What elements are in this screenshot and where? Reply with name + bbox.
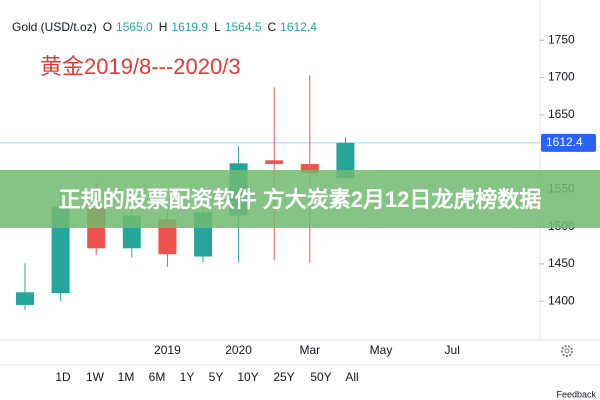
gear — [561, 345, 573, 357]
candle-body — [336, 142, 355, 179]
candle-body — [300, 164, 319, 173]
y-tick-label: 1700 — [548, 70, 575, 84]
annotation: 黄金2019/8---2020/3 — [40, 54, 241, 79]
x-tick-label: 2020 — [225, 343, 252, 357]
summary-key: O — [103, 20, 112, 34]
overlay-text: 正规的股票配资软件 方大炭素2月12日龙虎榜数据 — [59, 187, 542, 212]
summary-key: L — [214, 20, 221, 34]
y-tick-label: 1750 — [548, 32, 575, 46]
range-button[interactable]: 1M — [118, 370, 135, 384]
range-button[interactable]: 1D — [55, 370, 71, 384]
range-button[interactable]: 6M — [149, 370, 166, 384]
x-tick-label: Jul — [445, 343, 460, 357]
y-tick-label: 1450 — [548, 256, 575, 270]
chart-title: Gold (USD/t.oz) — [12, 20, 97, 34]
summary-value: 1612.4 — [280, 20, 317, 34]
range-button[interactable]: 1Y — [180, 370, 195, 384]
summary-key: H — [159, 20, 168, 34]
summary-value: 1565.0 — [116, 20, 153, 34]
y-tick-label: 1650 — [548, 107, 575, 121]
candle-body — [51, 206, 70, 294]
x-tick-label: Mar — [299, 343, 320, 357]
range-button[interactable]: 5Y — [209, 370, 224, 384]
y-tick-label: 1400 — [548, 293, 575, 307]
summary-value: 1564.5 — [225, 20, 262, 34]
last-price-label: 1612.4 — [546, 135, 583, 149]
candle-body — [16, 292, 34, 305]
summary-value: 1619.9 — [171, 20, 208, 34]
range-button[interactable]: 50Y — [310, 370, 331, 384]
overlay-banner — [0, 170, 600, 228]
settings-icon[interactable] — [561, 345, 573, 357]
x-tick-label: May — [370, 343, 393, 357]
x-tick-label: 2019 — [154, 343, 181, 357]
summary-key: C — [268, 20, 277, 34]
feedback[interactable]: Feedback — [556, 389, 596, 399]
candle-body — [265, 160, 284, 165]
range-button[interactable]: All — [345, 370, 358, 384]
range-button[interactable]: 1W — [86, 370, 105, 384]
range-button[interactable]: 25Y — [273, 370, 294, 384]
last-price-box — [541, 133, 596, 152]
range-button[interactable]: 10Y — [237, 370, 258, 384]
gear-hub — [564, 348, 570, 354]
